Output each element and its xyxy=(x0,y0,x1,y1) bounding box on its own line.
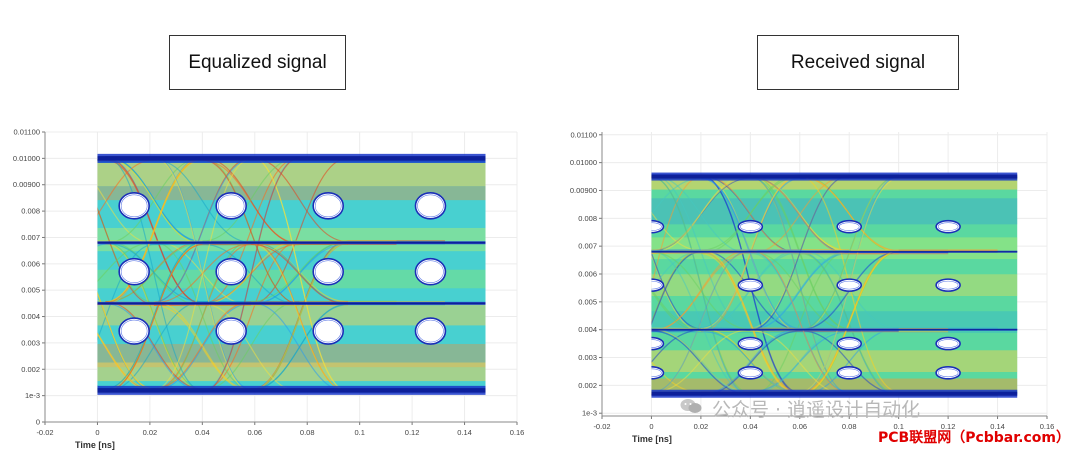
eye-opening xyxy=(312,192,345,220)
x-tick-label: 0.12 xyxy=(941,422,956,431)
watermark-text: 公众号 · 逍遥设计自动化 xyxy=(712,399,921,421)
chart-title-received: Received signal xyxy=(757,35,959,90)
y-tick-label: 0.008 xyxy=(578,214,597,223)
y-tick-label: 0.004 xyxy=(21,312,40,321)
x-tick-label: 0.14 xyxy=(990,422,1005,431)
y-tick-label: 0.005 xyxy=(578,297,597,306)
eye-traces xyxy=(651,172,1018,398)
y-tick-label: 0.01100 xyxy=(13,128,40,137)
eye-diagram-equalized: -0.02 0 0.02 0.04 0.06 0.08 0.1 0.12 0.14 0.1601e… xyxy=(13,128,525,451)
y-tick-label: 0.003 xyxy=(578,353,597,362)
y-tick-label: 0.007 xyxy=(21,233,40,242)
y-tick-label: 0.002 xyxy=(578,381,597,390)
y-tick-label: 0.008 xyxy=(21,207,40,216)
eye-opening xyxy=(651,219,665,234)
eye-opening xyxy=(651,336,665,351)
y-tick-label: 0.004 xyxy=(578,325,597,334)
eye-opening xyxy=(312,317,345,345)
x-tick-label: 0.1 xyxy=(893,422,903,431)
x-tick-label: -0.02 xyxy=(36,428,53,437)
eye-opening xyxy=(414,192,447,220)
eye-opening xyxy=(215,192,247,220)
eye-opening xyxy=(651,366,665,380)
y-tick-label: 0.005 xyxy=(21,286,40,295)
x-tick-label: 0.04 xyxy=(743,422,758,431)
x-tick-label: 0 xyxy=(95,428,99,437)
eye-opening xyxy=(312,257,345,286)
y-tick-label: 0.002 xyxy=(21,365,40,374)
x-tick-label: 0.04 xyxy=(195,428,210,437)
eye-opening xyxy=(414,317,447,345)
x-tick-label: 0.02 xyxy=(143,428,158,437)
x-tick-label: 0.12 xyxy=(405,428,420,437)
watermark-site: PCB联盟网（Pcbbar.com） xyxy=(878,430,1070,446)
x-tick-label: 0.06 xyxy=(247,428,262,437)
eye-traces xyxy=(97,153,486,395)
eye-opening xyxy=(651,278,665,292)
x-tick-label: 0.08 xyxy=(300,428,315,437)
x-tick-label: 0 xyxy=(649,422,653,431)
wechat-icon xyxy=(680,399,702,413)
chart-title-equalized: Equalized signal xyxy=(169,35,346,90)
y-tick-label: 0 xyxy=(36,418,40,427)
x-tick-label: 0.16 xyxy=(510,428,525,437)
eye-opening xyxy=(414,257,447,286)
y-tick-label: 0.01100 xyxy=(570,130,597,139)
x-tick-label: -0.02 xyxy=(593,422,610,431)
y-tick-label: 0.01000 xyxy=(13,154,40,163)
y-tick-label: 0.003 xyxy=(21,338,40,347)
x-tick-label: 0.14 xyxy=(457,428,472,437)
x-tick-label: 0.1 xyxy=(354,428,364,437)
x-axis-label: Time [ns] xyxy=(632,434,672,444)
y-tick-label: 0.007 xyxy=(578,242,597,251)
x-tick-label: 0.08 xyxy=(842,422,857,431)
y-tick-label: 0.006 xyxy=(578,270,597,279)
y-tick-label: 0.006 xyxy=(21,259,40,268)
eye-opening xyxy=(118,317,150,345)
eye-opening xyxy=(118,192,150,220)
y-tick-label: 1e-3 xyxy=(25,391,40,400)
y-tick-label: 0.00900 xyxy=(13,180,40,189)
eye-opening xyxy=(215,257,247,286)
x-axis-label: Time [ns] xyxy=(75,440,115,450)
x-tick-label: 0.16 xyxy=(1040,422,1055,431)
x-tick-label: 0.06 xyxy=(792,422,807,431)
y-tick-label: 1e-3 xyxy=(582,409,597,418)
y-tick-label: 0.01000 xyxy=(570,158,597,167)
y-tick-label: 0.00900 xyxy=(570,186,597,195)
x-tick-label: 0.02 xyxy=(694,422,709,431)
eye-opening xyxy=(215,317,247,345)
eye-opening xyxy=(118,257,150,286)
eye-diagram-received: -0.02 0 0.02 0.04 0.06 0.08 0.1 0.12 0.14 0.16 1e-… xyxy=(570,130,1055,444)
